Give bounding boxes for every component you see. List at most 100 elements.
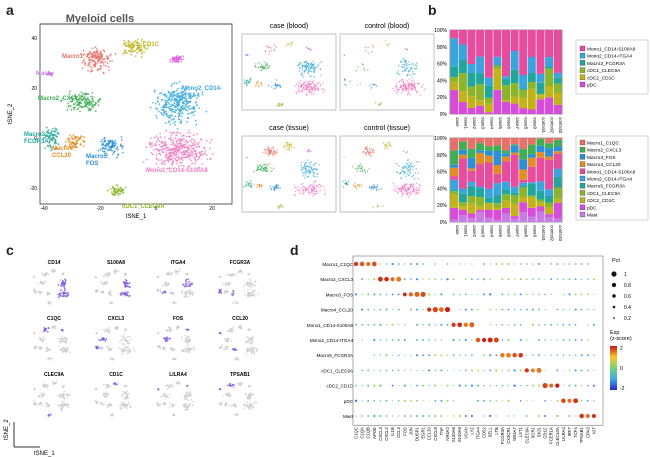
condition-point — [411, 82, 413, 85]
feature-point — [249, 279, 252, 282]
condition-point — [402, 187, 404, 190]
tsne-title: Myeloid cells — [66, 13, 134, 25]
tsne-point — [186, 141, 189, 144]
tsne-point — [192, 114, 195, 117]
dot — [422, 354, 424, 357]
feature-point — [185, 348, 188, 351]
tsne-point — [141, 51, 143, 54]
condition-point — [407, 169, 410, 172]
bar-y-tick: 60% — [437, 170, 448, 176]
tsne-point — [186, 85, 189, 88]
condition-point — [246, 54, 248, 56]
feature-point — [249, 394, 252, 397]
feature-point — [240, 270, 243, 272]
legend-label: Mono1_CD14-S100A8 — [587, 47, 636, 53]
condition-point — [310, 71, 312, 73]
feature-point — [251, 407, 254, 409]
tsne-point — [192, 142, 195, 145]
tsne-point — [170, 141, 173, 144]
condition-point — [306, 169, 308, 171]
feature-point — [107, 405, 110, 408]
feature-point — [61, 329, 64, 331]
condition-point — [344, 180, 347, 182]
condition-plot-title: control (tissue) — [364, 125, 410, 132]
bar-segment — [553, 30, 562, 73]
bar-segment — [536, 211, 545, 222]
tsne-point — [191, 147, 194, 150]
dot — [373, 414, 376, 418]
tsne-point — [129, 45, 132, 48]
bar-segment — [476, 196, 485, 207]
tsne-point — [164, 101, 167, 104]
tsne-point — [201, 163, 204, 165]
feature-point — [105, 387, 108, 389]
tsne-point — [178, 142, 181, 145]
dot — [361, 400, 363, 402]
condition-point — [310, 83, 313, 85]
dot — [464, 338, 467, 342]
tsne-point — [134, 55, 137, 57]
feature-point — [226, 282, 228, 285]
tsne-point — [96, 69, 99, 71]
dot-gene-label: CLEC10A — [555, 427, 560, 446]
tsne-point — [165, 156, 167, 159]
bar-chart-blood: 100%80%60%40%20%0%case case1 case2 case3 cas… — [434, 28, 563, 134]
bar-segment — [510, 216, 519, 219]
dot-plot-gene-labels: C1QC C1QA C1QB APOE CXCL3 CXCL2 IL1B CCL3 FOS JUN… — [354, 427, 597, 446]
feature-point — [164, 284, 167, 287]
feature-point — [248, 281, 251, 284]
condition-point — [315, 186, 318, 188]
condition-point — [397, 164, 400, 167]
condition-point — [401, 192, 404, 194]
feature-point — [248, 347, 251, 350]
dot — [580, 339, 583, 341]
dot — [458, 414, 461, 418]
tsne-point — [142, 161, 145, 164]
bar-segment — [536, 202, 545, 207]
feature-point — [49, 301, 52, 304]
condition-point — [416, 91, 419, 93]
condition-point — [398, 172, 401, 175]
dot — [562, 263, 565, 265]
feature-point — [121, 292, 124, 295]
feature-point — [187, 328, 190, 331]
tsne-point — [66, 109, 69, 111]
feature-point — [257, 292, 260, 295]
tsne-point — [140, 40, 143, 43]
condition-plot-frame — [241, 135, 337, 213]
dot — [482, 337, 487, 343]
tsne-point — [170, 138, 173, 141]
condition-point — [242, 186, 245, 188]
dot-row-label: Mono2_CD14-ITGA4 — [310, 338, 354, 343]
tsne-point — [166, 167, 169, 170]
bar-segment — [545, 30, 554, 58]
tsne-point — [151, 142, 153, 145]
tsne-point — [185, 109, 187, 111]
feature-point — [64, 279, 67, 282]
condition-point — [260, 82, 262, 85]
condition-point — [412, 190, 414, 192]
feature-point — [181, 292, 184, 295]
bar-segment — [502, 207, 510, 214]
tsne-point — [107, 143, 110, 146]
condition-point — [401, 177, 403, 180]
tsne-point — [128, 49, 130, 52]
condition-point — [404, 89, 407, 92]
bar-segment — [510, 192, 519, 196]
condition-point — [343, 156, 345, 158]
dot — [391, 369, 394, 372]
feature-point — [165, 340, 168, 343]
tsne-point — [97, 101, 100, 103]
tsne-point — [47, 129, 50, 132]
bar-segment — [545, 214, 554, 217]
dot — [392, 309, 394, 311]
dot — [410, 278, 412, 280]
tsne-main-plot: Myeloid cells Macro1_C1QCcDC2_CD1CpDCMas… — [8, 13, 233, 220]
condition-point — [310, 185, 312, 187]
bar-segment — [493, 220, 502, 222]
tsne-point — [90, 66, 93, 69]
tsne-point — [78, 94, 80, 96]
dot — [555, 383, 560, 388]
feature-point — [45, 402, 48, 405]
condition-point — [313, 172, 316, 175]
